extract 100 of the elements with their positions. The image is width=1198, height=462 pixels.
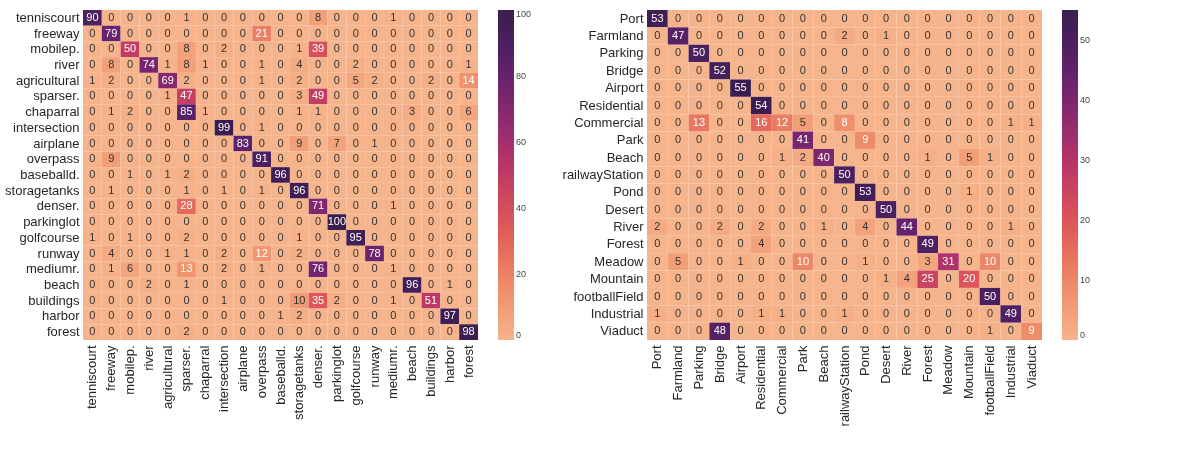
data-label: 0 bbox=[737, 98, 744, 111]
data-label: 0 bbox=[427, 89, 435, 102]
data-label: 0 bbox=[352, 325, 359, 338]
y-tick-label: Farmland bbox=[588, 28, 644, 44]
data-label: 0 bbox=[352, 152, 359, 165]
data-label: 10 bbox=[983, 254, 997, 267]
data-label: 0 bbox=[799, 202, 806, 215]
data-label: 0 bbox=[202, 120, 209, 133]
data-label: 0 bbox=[352, 136, 359, 149]
data-label: 0 bbox=[862, 81, 869, 94]
data-label: 41 bbox=[796, 133, 810, 146]
data-label: 0 bbox=[145, 136, 152, 149]
x-tick-label: Beach bbox=[815, 345, 831, 383]
data-label: 0 bbox=[841, 185, 848, 198]
data-label: 0 bbox=[164, 325, 171, 338]
data-label: 0 bbox=[239, 246, 246, 259]
data-label: 0 bbox=[333, 230, 340, 243]
data-label: 0 bbox=[89, 105, 96, 118]
data-label: 0 bbox=[737, 324, 744, 337]
data-label: 2 bbox=[145, 278, 152, 290]
data-label: 0 bbox=[108, 199, 115, 212]
data-label: 0 bbox=[126, 58, 134, 70]
data-label: 0 bbox=[675, 81, 682, 94]
data-label: 85 bbox=[180, 105, 193, 118]
data-label: 0 bbox=[820, 29, 827, 42]
data-label: 0 bbox=[164, 152, 171, 165]
data-label: 8 bbox=[841, 115, 848, 128]
data-label: 0 bbox=[966, 168, 973, 180]
data-label: 0 bbox=[352, 278, 359, 290]
data-label: 0 bbox=[446, 168, 453, 180]
data-label: 53 bbox=[859, 185, 872, 198]
data-label: 0 bbox=[89, 325, 96, 338]
data-label: 0 bbox=[986, 272, 994, 285]
data-label: 1 bbox=[315, 105, 322, 118]
data-label: 0 bbox=[202, 73, 209, 86]
data-label: 0 bbox=[108, 293, 115, 306]
data-label: 0 bbox=[799, 237, 806, 250]
data-label: 0 bbox=[352, 246, 359, 259]
data-label: 0 bbox=[945, 185, 952, 198]
data-label: 0 bbox=[221, 199, 228, 212]
data-label: 0 bbox=[390, 183, 397, 196]
data-label: 12 bbox=[255, 246, 268, 259]
data-label: 0 bbox=[966, 237, 973, 250]
data-label: 0 bbox=[183, 120, 190, 133]
data-label: 0 bbox=[820, 98, 827, 111]
data-label: 0 bbox=[427, 183, 435, 196]
y-tick-label: Bridge bbox=[605, 62, 644, 78]
y-tick-label: forest bbox=[46, 324, 80, 340]
data-label: 0 bbox=[446, 293, 453, 306]
data-label: 0 bbox=[427, 262, 435, 275]
data-label: 0 bbox=[862, 115, 869, 128]
data-label: 0 bbox=[737, 306, 744, 319]
data-label: 0 bbox=[862, 237, 869, 250]
data-label: 95 bbox=[349, 230, 362, 243]
data-label: 0 bbox=[258, 278, 265, 290]
data-label: 0 bbox=[296, 278, 303, 290]
color-bar-label: 20 bbox=[1080, 215, 1091, 225]
data-label: 0 bbox=[239, 309, 246, 322]
data-label: 0 bbox=[446, 199, 453, 212]
data-label: 3 bbox=[296, 89, 303, 102]
data-label: 0 bbox=[945, 29, 952, 42]
data-label: 0 bbox=[371, 89, 378, 102]
data-label: 0 bbox=[986, 29, 994, 42]
y-tick-label: buildings bbox=[28, 292, 80, 308]
data-label: 0 bbox=[966, 29, 973, 42]
data-label: 1 bbox=[986, 324, 994, 337]
y-tick-label: Meadow bbox=[594, 253, 645, 269]
data-label: 0 bbox=[390, 278, 397, 290]
data-label: 9 bbox=[108, 152, 115, 165]
data-label: 0 bbox=[183, 152, 190, 165]
data-label: 0 bbox=[108, 325, 115, 338]
data-label: 0 bbox=[799, 63, 806, 76]
data-label: 0 bbox=[737, 150, 744, 163]
data-label: 0 bbox=[390, 105, 397, 118]
y-tick-label: harbor bbox=[41, 308, 81, 324]
data-label: 0 bbox=[427, 246, 435, 259]
data-label: 0 bbox=[333, 26, 340, 39]
data-label: 0 bbox=[371, 152, 378, 165]
data-label: 0 bbox=[1007, 81, 1014, 94]
data-label: 0 bbox=[779, 289, 786, 302]
data-label: 0 bbox=[333, 262, 340, 275]
data-label: 1 bbox=[296, 230, 303, 243]
data-label: 0 bbox=[239, 293, 246, 306]
data-label: 0 bbox=[164, 42, 171, 55]
data-label: 0 bbox=[446, 58, 453, 70]
data-label: 0 bbox=[202, 325, 209, 338]
data-label: 0 bbox=[333, 152, 340, 165]
data-label: 0 bbox=[296, 10, 303, 23]
data-label: 0 bbox=[427, 120, 435, 133]
data-label: 1 bbox=[108, 262, 115, 275]
data-label: 0 bbox=[883, 63, 890, 76]
data-label: 0 bbox=[841, 46, 848, 59]
data-label: 0 bbox=[695, 185, 703, 198]
data-label: 0 bbox=[1028, 254, 1035, 267]
data-label: 0 bbox=[465, 10, 472, 23]
data-label: 0 bbox=[820, 272, 827, 285]
data-label: 0 bbox=[371, 309, 378, 322]
data-label: 4 bbox=[862, 220, 869, 233]
data-label: 0 bbox=[427, 230, 435, 243]
data-label: 90 bbox=[86, 10, 99, 23]
